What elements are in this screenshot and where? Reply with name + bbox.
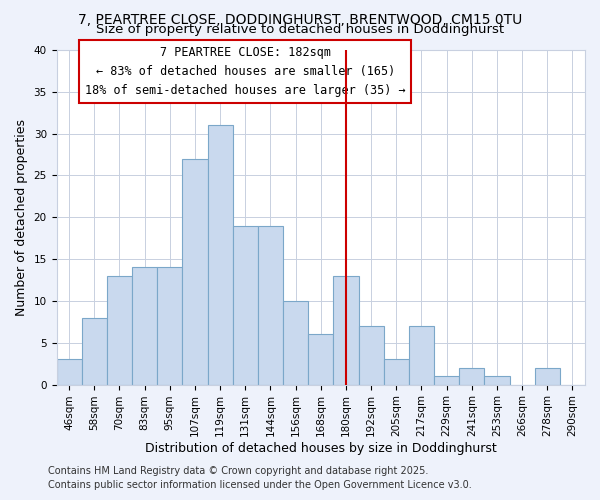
Text: Size of property relative to detached houses in Doddinghurst: Size of property relative to detached ho… [96,22,504,36]
Bar [409,326,434,384]
Bar [383,360,409,384]
Bar [459,368,484,384]
Bar [107,276,132,384]
Text: 7, PEARTREE CLOSE, DODDINGHURST, BRENTWOOD, CM15 0TU: 7, PEARTREE CLOSE, DODDINGHURST, BRENTWO… [78,12,522,26]
Bar [535,368,560,384]
Bar [359,326,383,384]
Bar [132,268,157,384]
Bar [283,301,308,384]
Bar [157,268,182,384]
Text: 7 PEARTREE CLOSE: 182sqm
← 83% of detached houses are smaller (165)
18% of semi-: 7 PEARTREE CLOSE: 182sqm ← 83% of detach… [85,46,406,96]
Bar [208,125,233,384]
Bar [308,334,334,384]
Bar [484,376,509,384]
Bar [56,360,82,384]
Bar [233,226,258,384]
Text: Contains HM Land Registry data © Crown copyright and database right 2025.
Contai: Contains HM Land Registry data © Crown c… [48,466,472,489]
Bar [334,276,359,384]
Bar [182,158,208,384]
Bar [258,226,283,384]
X-axis label: Distribution of detached houses by size in Doddinghurst: Distribution of detached houses by size … [145,442,497,455]
Bar [82,318,107,384]
Y-axis label: Number of detached properties: Number of detached properties [15,118,28,316]
Bar [434,376,459,384]
